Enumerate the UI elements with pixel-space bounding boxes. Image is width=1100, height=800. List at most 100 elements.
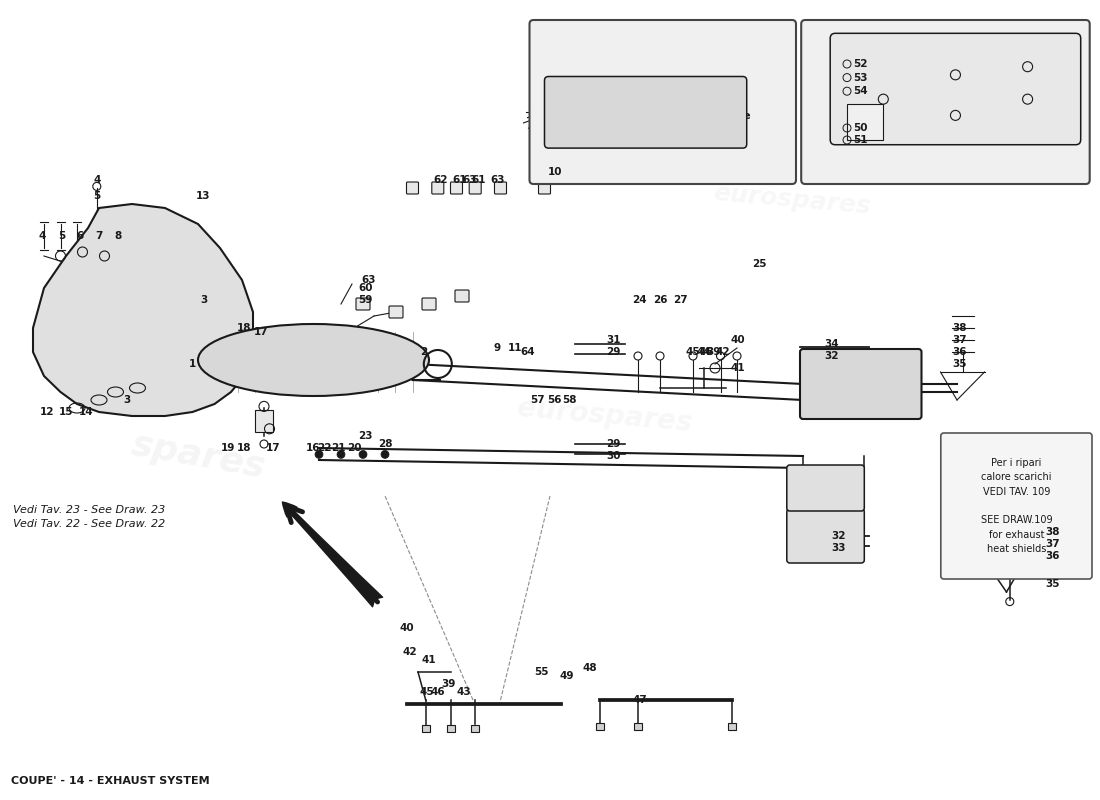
Text: 35: 35 — [952, 359, 967, 369]
FancyBboxPatch shape — [800, 349, 922, 419]
FancyBboxPatch shape — [830, 34, 1080, 145]
Text: 13: 13 — [196, 191, 211, 201]
Bar — [595, 723, 604, 730]
Text: 60: 60 — [358, 283, 373, 293]
Text: 41: 41 — [421, 655, 437, 665]
Text: 55: 55 — [534, 667, 549, 677]
Text: 42: 42 — [715, 347, 730, 357]
Circle shape — [315, 450, 323, 458]
Text: 4: 4 — [94, 175, 100, 185]
Text: 39: 39 — [441, 679, 456, 689]
Text: 46: 46 — [698, 347, 714, 357]
FancyBboxPatch shape — [786, 465, 865, 511]
Text: 16: 16 — [306, 443, 321, 453]
Text: eurospares: eurospares — [516, 394, 694, 438]
FancyBboxPatch shape — [389, 306, 403, 318]
Bar — [421, 725, 430, 732]
Text: 18: 18 — [236, 323, 252, 333]
Text: 22: 22 — [317, 443, 332, 453]
FancyBboxPatch shape — [539, 182, 550, 194]
FancyBboxPatch shape — [940, 433, 1092, 579]
FancyBboxPatch shape — [407, 182, 418, 194]
Text: 40: 40 — [399, 623, 415, 633]
Text: Vedi Tav. 23 - See Draw. 23: Vedi Tav. 23 - See Draw. 23 — [13, 506, 165, 515]
Text: 41: 41 — [730, 363, 746, 373]
Text: 35: 35 — [1045, 579, 1060, 589]
Text: 51: 51 — [852, 135, 868, 145]
FancyBboxPatch shape — [544, 77, 747, 148]
FancyBboxPatch shape — [356, 298, 370, 310]
Text: 62: 62 — [433, 175, 449, 185]
Text: eurospares: eurospares — [712, 181, 872, 219]
Text: 48: 48 — [582, 663, 597, 673]
Text: 57: 57 — [530, 395, 546, 405]
Text: 14: 14 — [78, 407, 94, 417]
Text: 29: 29 — [606, 439, 621, 449]
Text: 32: 32 — [824, 351, 839, 361]
Text: 21: 21 — [331, 443, 346, 453]
Text: 34: 34 — [824, 339, 839, 349]
Text: 28: 28 — [377, 439, 393, 449]
Text: 10: 10 — [548, 167, 563, 177]
Text: 45: 45 — [419, 687, 435, 697]
Text: Per i ripari
calore scarichi
VEDI TAV. 109

SEE DRAW.109
for exhaust
heat shield: Per i ripari calore scarichi VEDI TAV. 1… — [980, 458, 1053, 554]
Text: 45: 45 — [685, 347, 701, 357]
Text: 24: 24 — [631, 295, 647, 305]
Circle shape — [381, 450, 389, 458]
Text: 37: 37 — [1045, 539, 1060, 549]
Text: 29: 29 — [606, 347, 621, 357]
Text: 9: 9 — [494, 343, 501, 353]
Text: 47: 47 — [632, 695, 648, 705]
Text: 2: 2 — [420, 347, 427, 357]
Text: 20: 20 — [346, 443, 362, 453]
FancyBboxPatch shape — [529, 20, 796, 184]
Text: COUPE' - 14 - EXHAUST SYSTEM: COUPE' - 14 - EXHAUST SYSTEM — [11, 776, 210, 786]
Text: 33: 33 — [830, 543, 846, 553]
Text: 19: 19 — [220, 443, 235, 453]
Circle shape — [337, 450, 345, 458]
Text: 44: 44 — [696, 347, 712, 357]
Text: 40: 40 — [730, 335, 746, 345]
Text: 63: 63 — [490, 175, 505, 185]
Text: 53: 53 — [852, 73, 868, 82]
Text: 54: 54 — [852, 86, 868, 96]
Text: 17: 17 — [265, 443, 280, 453]
Bar — [847, 104, 883, 140]
FancyBboxPatch shape — [801, 20, 1090, 184]
Text: 61: 61 — [452, 175, 468, 185]
Text: 56: 56 — [547, 395, 562, 405]
Bar — [634, 723, 642, 730]
Text: 26: 26 — [652, 295, 668, 305]
Bar — [447, 725, 455, 732]
Bar — [255, 410, 273, 432]
Text: 4: 4 — [39, 231, 45, 241]
FancyBboxPatch shape — [432, 182, 443, 194]
Text: 43: 43 — [456, 687, 472, 697]
Text: 32: 32 — [830, 531, 846, 541]
Text: 42: 42 — [403, 647, 418, 657]
Text: 46: 46 — [430, 687, 446, 697]
Text: 8: 8 — [114, 231, 121, 241]
Text: Vedi Tav. 22 - See Draw. 22: Vedi Tav. 22 - See Draw. 22 — [13, 519, 165, 529]
Text: Vale fino ... vedi descrizione
Valid till ... see description: Vale fino ... vedi descrizione Valid til… — [574, 110, 751, 136]
Polygon shape — [33, 204, 253, 416]
FancyBboxPatch shape — [495, 182, 506, 194]
Text: spares: spares — [129, 427, 267, 485]
Text: 12: 12 — [40, 407, 55, 417]
FancyBboxPatch shape — [451, 182, 462, 194]
Text: 5: 5 — [94, 191, 100, 201]
FancyBboxPatch shape — [470, 182, 481, 194]
Text: 18: 18 — [236, 443, 252, 453]
Text: 7: 7 — [96, 231, 102, 241]
Text: 63: 63 — [462, 175, 477, 185]
Text: 36: 36 — [952, 347, 967, 357]
Text: 30: 30 — [606, 451, 621, 461]
Text: AUS - J: AUS - J — [917, 126, 974, 141]
Text: 37: 37 — [952, 335, 967, 345]
Text: 36: 36 — [1045, 551, 1060, 561]
FancyBboxPatch shape — [422, 298, 436, 310]
Text: 52: 52 — [852, 59, 868, 69]
FancyBboxPatch shape — [455, 290, 469, 302]
Ellipse shape — [198, 324, 429, 396]
Text: 1: 1 — [189, 359, 196, 369]
